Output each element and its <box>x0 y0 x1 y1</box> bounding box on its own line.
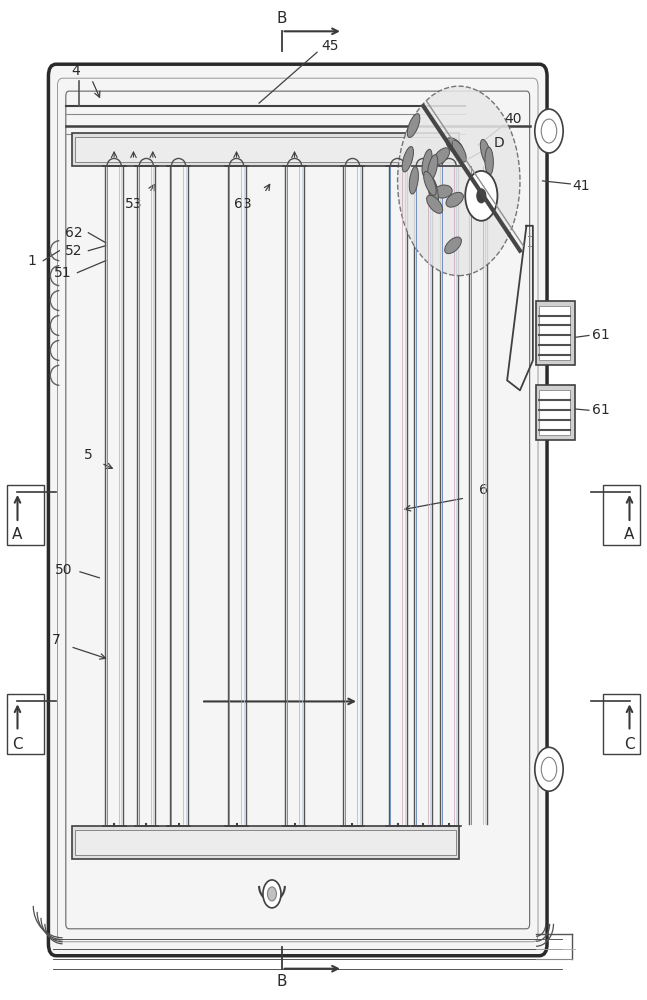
Text: 5: 5 <box>84 448 93 462</box>
Text: D: D <box>494 136 505 150</box>
Text: C: C <box>12 737 23 752</box>
Ellipse shape <box>446 138 463 154</box>
Bar <box>540 306 570 360</box>
Ellipse shape <box>410 167 419 194</box>
Text: 52: 52 <box>65 244 82 258</box>
Bar <box>72 826 459 859</box>
Text: 6: 6 <box>479 483 488 497</box>
Ellipse shape <box>426 195 443 213</box>
Bar <box>536 301 575 365</box>
Bar <box>72 133 459 166</box>
Circle shape <box>398 86 520 276</box>
Text: C: C <box>624 737 635 752</box>
Bar <box>76 830 455 855</box>
Text: B: B <box>276 11 287 26</box>
Circle shape <box>263 880 281 908</box>
Bar <box>6 694 44 754</box>
Bar <box>536 385 575 440</box>
Bar <box>603 485 641 545</box>
Text: 63: 63 <box>234 197 252 211</box>
Ellipse shape <box>434 185 452 198</box>
Text: 62: 62 <box>65 226 82 240</box>
Ellipse shape <box>485 147 494 175</box>
Ellipse shape <box>486 185 494 212</box>
Text: 4: 4 <box>71 64 80 78</box>
Text: 50: 50 <box>55 563 72 577</box>
Text: A: A <box>12 527 23 542</box>
Circle shape <box>535 747 563 791</box>
Ellipse shape <box>452 140 466 162</box>
Text: 1: 1 <box>27 254 36 268</box>
Bar <box>603 694 641 754</box>
Circle shape <box>477 189 486 203</box>
Text: 41: 41 <box>573 179 590 193</box>
Text: B: B <box>276 974 287 989</box>
Ellipse shape <box>480 139 491 165</box>
Ellipse shape <box>422 149 432 176</box>
Text: 45: 45 <box>321 39 338 53</box>
Text: 61: 61 <box>591 328 609 342</box>
Ellipse shape <box>424 171 436 195</box>
Bar <box>76 137 455 162</box>
Text: A: A <box>624 527 635 542</box>
Ellipse shape <box>428 177 438 203</box>
Circle shape <box>535 109 563 153</box>
Ellipse shape <box>444 237 461 254</box>
FancyBboxPatch shape <box>49 64 547 956</box>
Ellipse shape <box>446 192 463 207</box>
Text: 7: 7 <box>52 633 61 647</box>
Ellipse shape <box>433 148 450 165</box>
Circle shape <box>267 887 276 901</box>
Ellipse shape <box>428 178 439 205</box>
Text: 61: 61 <box>591 403 609 417</box>
Bar <box>540 390 570 435</box>
Ellipse shape <box>428 155 438 181</box>
Ellipse shape <box>402 147 413 172</box>
Text: 53: 53 <box>125 197 142 211</box>
Circle shape <box>465 171 498 221</box>
Text: 51: 51 <box>54 266 71 280</box>
Text: 40: 40 <box>505 112 522 126</box>
Ellipse shape <box>407 114 420 137</box>
Bar <box>6 485 44 545</box>
